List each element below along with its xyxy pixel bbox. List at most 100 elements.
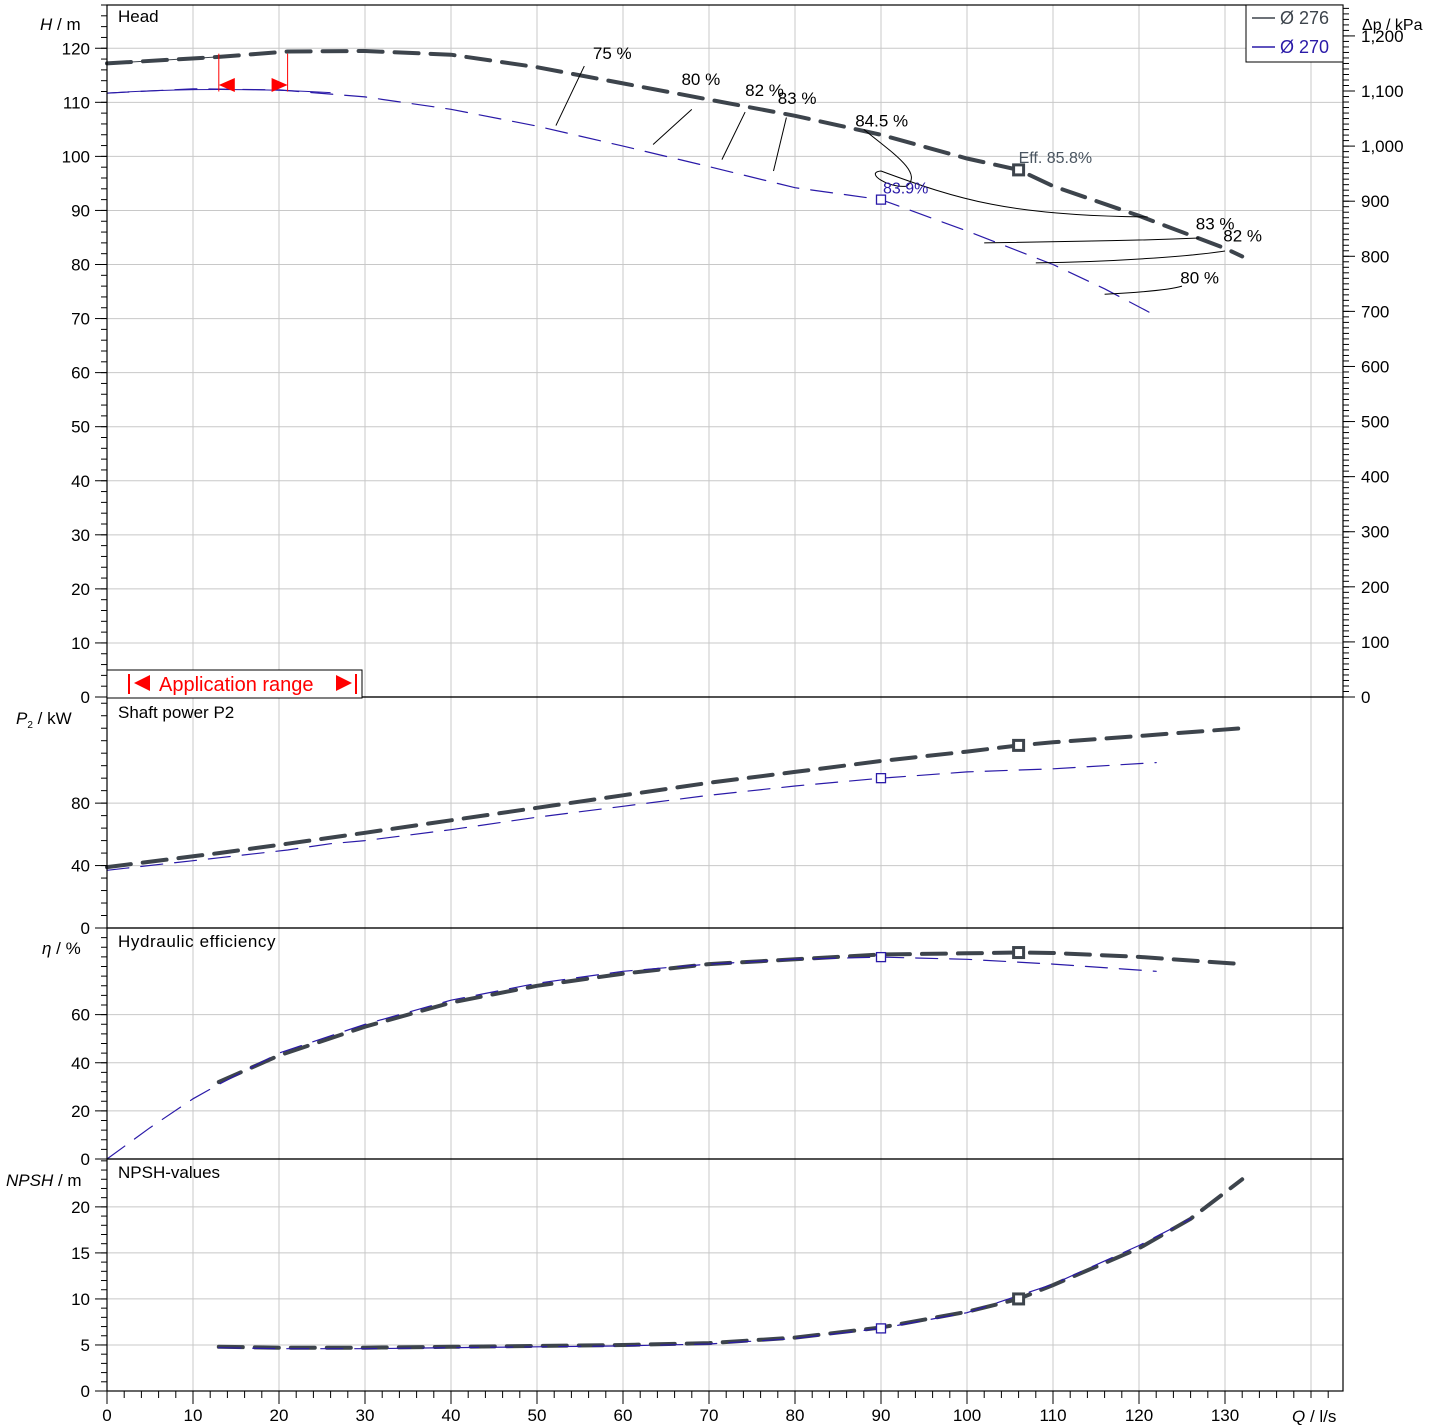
efficiency-isoline	[721, 111, 746, 160]
efficiency-label: 83 %	[778, 89, 817, 108]
x-tick-label: 90	[872, 1406, 891, 1425]
y2-tick-label: 700	[1361, 302, 1389, 321]
y-tick-label: 20	[71, 580, 90, 599]
y2-tick-label: 300	[1361, 523, 1389, 542]
y2-tick-label: 1,100	[1361, 82, 1404, 101]
panel-frame	[106, 1158, 1344, 1392]
x-tick-label: 60	[614, 1406, 633, 1425]
bep-marker-270	[875, 951, 887, 963]
efficiency-contour	[863, 128, 1148, 218]
curve-276-thin-start	[106, 56, 219, 64]
x-tick-label: 0	[102, 1406, 111, 1425]
curve-layer	[105, 48, 1245, 1350]
pressure-axis-label: Δp / kPa	[1362, 17, 1423, 34]
head-axis-label: H / m	[40, 15, 81, 34]
efficiency-isoline	[555, 65, 585, 126]
y-tick-label: 80	[71, 794, 90, 813]
efficiency-label: 82 %	[745, 81, 784, 100]
y-tick-label: 60	[71, 364, 90, 383]
bep-marker-276	[1012, 163, 1026, 177]
bep-marker-270	[875, 1323, 887, 1334]
range-arrow-left-icon	[218, 78, 235, 93]
efficiency-label: 83 %	[1196, 214, 1235, 233]
efficiency-label: 80 %	[1180, 268, 1219, 287]
y2-tick-label: 500	[1361, 413, 1389, 432]
x-tick-label: 70	[700, 1406, 719, 1425]
bep-marker-270	[875, 194, 887, 205]
y2-tick-label: 600	[1361, 357, 1389, 376]
npsh-axis-label: NPSH / m	[6, 1171, 82, 1190]
x-tick-label: 50	[528, 1406, 547, 1425]
x-tick-label: 30	[356, 1406, 375, 1425]
x-tick-label: 10	[184, 1406, 203, 1425]
bep-marker-270	[875, 773, 887, 784]
x-tick-label: 120	[1125, 1406, 1153, 1425]
y-tick-label: 5	[81, 1336, 90, 1355]
range-right-arrow-icon	[336, 675, 352, 691]
y2-tick-label: 200	[1361, 578, 1389, 597]
y-tick-label: 10	[71, 1290, 90, 1309]
bep-label-276: Eff. 85.8%	[1019, 150, 1093, 167]
panel-frame	[106, 696, 1344, 929]
x-tick-label: 100	[953, 1406, 981, 1425]
panel-title-efficiency: Hydraulic efficiency	[118, 932, 276, 951]
power-axis-label: P2 / kW	[16, 709, 72, 731]
y-tick-label: 90	[71, 201, 90, 220]
y-tick-label: 20	[71, 1102, 90, 1121]
y-tick-label: 100	[62, 147, 90, 166]
bep-marker-276	[1012, 1292, 1026, 1306]
y-tick-label: 15	[71, 1244, 90, 1263]
y2-tick-label: 0	[1361, 688, 1370, 707]
curve-276-panel0	[105, 48, 1245, 259]
x-axis-label: Q / l/s	[1292, 1407, 1336, 1425]
y-tick-label: 0	[81, 688, 90, 707]
efficiency-contour	[1104, 285, 1183, 295]
curve-270-panel3	[218, 1218, 1192, 1350]
efficiency-contour	[984, 237, 1200, 244]
x-tick-label: 130	[1211, 1406, 1239, 1425]
x-tick-label: 110	[1039, 1406, 1066, 1425]
curve-270-panel0	[106, 88, 1157, 317]
bep-label-270: 83.9%	[883, 181, 928, 198]
y2-tick-label: 100	[1361, 633, 1389, 652]
application-range-label: Application range	[159, 674, 314, 696]
panel-title-head: Head	[118, 7, 159, 26]
y-tick-label: 50	[71, 418, 90, 437]
efficiency-label: 84.5 %	[855, 112, 908, 131]
y-tick-label: 30	[71, 526, 90, 545]
y-tick-label: 10	[71, 634, 90, 653]
panel-frame	[106, 4, 1344, 698]
y-tick-label: 0	[81, 1150, 90, 1169]
y-tick-label: 40	[71, 857, 90, 876]
y-tick-label: 20	[71, 1198, 90, 1217]
y-tick-label: 40	[71, 472, 90, 491]
label-layer: 0102030405060708090100110120040800204060…	[62, 27, 1404, 1425]
range-left-arrow-icon	[134, 675, 150, 691]
application-range-box: Application range	[106, 669, 363, 699]
efficiency-label: 80 %	[681, 70, 720, 89]
y-tick-label: 0	[81, 1382, 90, 1401]
y-tick-label: 70	[71, 310, 90, 329]
curve-276-panel3	[216, 1177, 1245, 1350]
range-arrow-right-icon	[271, 78, 288, 93]
efficiency-label: 75 %	[593, 44, 632, 63]
legend-label-276: Ø 276	[1280, 8, 1329, 28]
y2-tick-label: 900	[1361, 192, 1389, 211]
efficiency-contour	[1035, 250, 1226, 264]
y2-tick-label: 1,000	[1361, 137, 1404, 156]
y-tick-label: 60	[71, 1006, 90, 1025]
x-tick-label: 20	[270, 1406, 289, 1425]
efficiency-label: 82 %	[1223, 226, 1262, 245]
efficiency-axis-label: η / %	[42, 939, 81, 958]
y-tick-label: 0	[81, 919, 90, 938]
curve-270-panel2	[106, 956, 1157, 1160]
axis-layer	[95, 4, 1355, 1404]
curve-270-thin-start	[106, 88, 331, 94]
panel-title-npsh: NPSH-values	[118, 1163, 220, 1182]
x-tick-label: 40	[442, 1406, 461, 1425]
curve-270-panel1	[106, 762, 1157, 871]
bep-marker-276	[1012, 946, 1026, 960]
efficiency-isoline	[773, 117, 787, 172]
x-tick-label: 80	[786, 1406, 805, 1425]
